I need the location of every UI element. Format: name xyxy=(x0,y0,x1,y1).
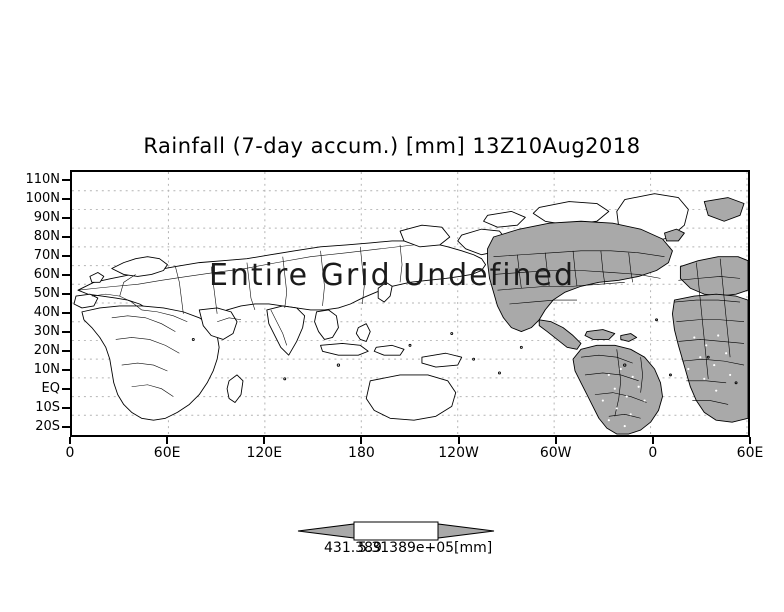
colorbar-extend-right xyxy=(437,523,495,539)
x-tick-mark xyxy=(651,437,654,444)
y-tick-label: 20S xyxy=(35,419,60,435)
country-borders-east xyxy=(493,250,745,419)
x-tick-label: 60E xyxy=(736,445,764,461)
x-tick-mark xyxy=(263,437,266,444)
y-tick-label: 40N xyxy=(33,305,60,321)
x-tick-mark xyxy=(166,437,169,444)
colorbar-labels: 431.389 5.31389e+05 [mm] xyxy=(236,540,556,560)
x-tick-mark xyxy=(749,437,751,444)
y-tick-label: 30N xyxy=(33,324,60,340)
y-tick-mark xyxy=(62,216,70,219)
y-tick-label: 10N xyxy=(33,362,60,378)
y-tick-mark xyxy=(62,350,70,353)
y-tick-mark xyxy=(62,407,70,410)
landmass-shaded-east xyxy=(487,197,748,435)
chart-title: Rainfall (7-day accum.) [mm] 13Z10Aug201… xyxy=(143,134,641,158)
y-tick-mark xyxy=(62,388,70,391)
grid-speckles xyxy=(601,334,732,428)
x-tick-mark xyxy=(360,437,363,444)
colorbar-min-label: 431.389 xyxy=(324,540,382,556)
x-tick-label: 180 xyxy=(348,445,375,461)
colorbar-unit-label: [mm] xyxy=(454,540,493,556)
y-tick-mark xyxy=(62,235,70,238)
colorbar-max-label: 5.31389e+05 xyxy=(358,540,455,556)
x-tick-mark xyxy=(69,437,71,444)
y-tick-label: 80N xyxy=(33,228,60,244)
country-borders-west xyxy=(77,244,415,397)
x-tick-label: 0 xyxy=(65,445,75,461)
map-plot-area xyxy=(70,170,750,437)
y-tick-label: 60N xyxy=(33,266,60,282)
y-tick-label: 20N xyxy=(33,343,60,359)
colorbar-extend-left xyxy=(297,523,355,539)
y-tick-mark xyxy=(62,331,70,334)
y-tick-label: 70N xyxy=(33,247,60,263)
y-tick-label: 90N xyxy=(33,209,60,225)
y-tick-label: 100N xyxy=(25,190,60,206)
x-tick-label: 60E xyxy=(153,445,181,461)
x-tick-label: 120W xyxy=(438,445,479,461)
y-tick-label: 10S xyxy=(35,400,60,416)
y-tick-mark xyxy=(62,312,70,315)
colorbar-graphic xyxy=(297,521,495,541)
world-map-graphic xyxy=(72,172,748,435)
y-tick-mark xyxy=(62,197,70,200)
y-tick-label: EQ xyxy=(41,381,60,397)
y-tick-label: 110N xyxy=(25,171,60,187)
x-tick-mark xyxy=(554,437,557,444)
x-tick-label: 60W xyxy=(539,445,572,461)
x-tick-mark xyxy=(457,437,460,444)
x-tick-label: 120E xyxy=(246,445,283,461)
y-tick-mark xyxy=(62,426,70,429)
y-tick-mark xyxy=(62,292,70,295)
y-tick-mark xyxy=(62,254,70,257)
colorbar-body xyxy=(353,521,439,541)
y-tick-mark xyxy=(62,178,70,181)
y-tick-mark xyxy=(62,369,70,372)
x-tick-label: 0 xyxy=(648,445,658,461)
colorbar xyxy=(296,516,496,546)
y-tick-label: 50N xyxy=(33,285,60,301)
y-tick-mark xyxy=(62,273,70,276)
landmass-outlines-west xyxy=(73,193,689,421)
